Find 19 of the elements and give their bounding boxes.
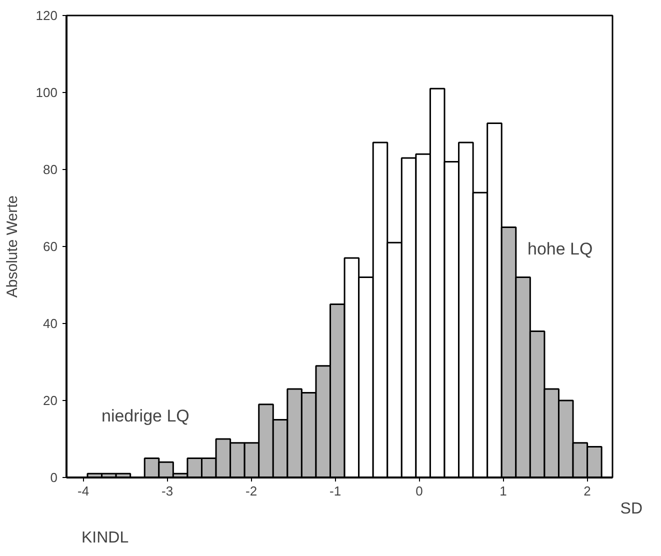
annotation: niedrige LQ bbox=[102, 406, 190, 426]
y-tick-label: 20 bbox=[43, 393, 58, 408]
annotation: hohe LQ bbox=[528, 240, 593, 258]
x-tick-label: 1 bbox=[500, 484, 507, 498]
y-tick-label: 40 bbox=[43, 316, 58, 331]
x-tick-label: -1 bbox=[330, 484, 342, 498]
x-tick-label: -4 bbox=[78, 484, 90, 498]
text: KINDL bbox=[82, 530, 129, 546]
y-axis-title: Absolute Werte bbox=[4, 195, 21, 298]
y-tick-label: 100 bbox=[36, 85, 58, 100]
y-tick-label: 60 bbox=[43, 239, 58, 254]
x-tick-label: -3 bbox=[162, 484, 174, 498]
y-tick-label: 0 bbox=[50, 470, 58, 485]
x-axis-title: SD bbox=[620, 500, 643, 518]
x-tick-label: -2 bbox=[246, 484, 258, 498]
y-tick-label: 80 bbox=[43, 162, 58, 177]
y-tick-label: 120 bbox=[36, 8, 58, 23]
x-tick-label: 0 bbox=[416, 484, 423, 498]
x-tick-label: 2 bbox=[584, 484, 591, 498]
